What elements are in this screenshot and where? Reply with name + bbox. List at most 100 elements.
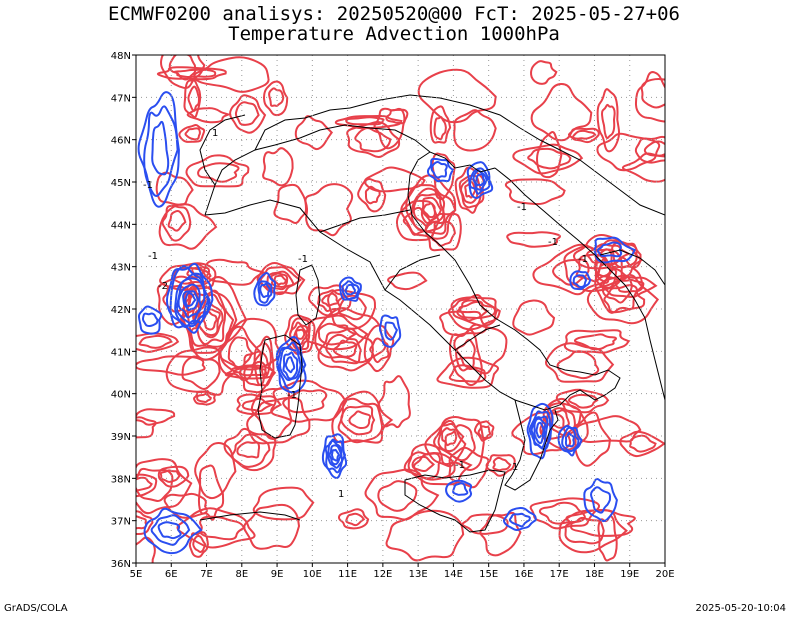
negative-contour (583, 478, 618, 523)
positive-contour (572, 129, 597, 140)
negative-contour (445, 479, 473, 503)
contour-label: -1 (143, 180, 153, 191)
positive-contour (420, 196, 443, 224)
positive-contour (186, 107, 232, 124)
positive-contour (234, 101, 260, 126)
positive-contour (621, 152, 665, 183)
positive-contour (337, 397, 384, 444)
lon-tick-label: 7E (200, 569, 213, 580)
positive-contour (270, 272, 289, 288)
negative-contour (284, 356, 296, 374)
positive-contour (387, 271, 428, 291)
positive-contour (411, 455, 436, 473)
lon-tick-label: 18E (585, 569, 604, 580)
sardinia-coastline (257, 334, 303, 439)
positive-contour (364, 185, 381, 205)
positive-contour (202, 310, 218, 331)
positive-contour (619, 430, 665, 458)
positive-contour (192, 534, 207, 553)
corsica-coastline (295, 264, 321, 326)
positive-contour (282, 389, 328, 414)
negative-contour (338, 276, 362, 302)
positive-contour (424, 419, 467, 468)
positive-contour (136, 355, 206, 376)
footer-timestamp: 2025-05-20-10:04 (695, 603, 786, 614)
positive-contour (262, 147, 294, 187)
positive-contour (243, 503, 301, 550)
lon-tick-label: 6E (165, 569, 178, 580)
negative-contour (184, 292, 197, 308)
positive-contour (317, 327, 374, 372)
positive-contour (447, 294, 501, 331)
negative-contour (328, 444, 343, 466)
lat-tick-label: 42N (111, 305, 131, 316)
positive-contour (545, 342, 615, 383)
negative-contour (330, 448, 341, 462)
positive-contour (597, 515, 618, 562)
positive-contour (308, 284, 352, 317)
lat-tick-label: 46N (111, 136, 131, 147)
negative-contour (593, 236, 636, 264)
positive-contour (334, 114, 403, 130)
lon-tick-label: 10E (303, 569, 322, 580)
lon-tick-label: 14E (444, 569, 463, 580)
positive-contour (268, 87, 285, 107)
positive-contour (236, 393, 283, 416)
lat-tick-label: 44N (111, 220, 131, 231)
positive-contour (161, 204, 192, 242)
positive-contour (504, 178, 566, 206)
lat-tick-label: 40N (111, 390, 131, 401)
positive-contour (167, 210, 187, 232)
negative-contour (137, 305, 163, 335)
negative-contour (324, 438, 347, 474)
negative-contour (143, 507, 203, 555)
positive-contour (433, 115, 447, 141)
positive-contour (527, 147, 572, 170)
negative-contour (169, 265, 211, 329)
positive-contour (184, 127, 201, 141)
positive-contour (250, 387, 293, 440)
contour-label: -1 (578, 254, 588, 265)
positive-contour (640, 78, 665, 109)
positive-contour (354, 127, 392, 153)
contour-label: -2 (158, 281, 168, 292)
positive-contour (158, 203, 218, 250)
positive-contour (477, 425, 492, 440)
lat-tick-label: 43N (111, 263, 131, 274)
lat-tick-label: 37N (111, 517, 131, 528)
positive-contour (236, 441, 261, 459)
positive-contour (377, 480, 418, 512)
lat-tick-label: 45N (111, 178, 131, 189)
positive-contour (321, 292, 339, 307)
advection-contours (136, 55, 665, 563)
positive-contour (165, 346, 237, 396)
positive-contour (178, 124, 206, 143)
positive-contour (563, 245, 623, 293)
positive-contour (385, 509, 465, 562)
lon-tick-label: 12E (373, 569, 392, 580)
map-title-line1: ECMWF0200 analisys: 20250520@00 FcT: 202… (108, 3, 680, 25)
positive-contour (294, 115, 334, 151)
contour-label: 1 (338, 489, 344, 500)
positive-contour (136, 458, 193, 515)
negative-contour (253, 272, 277, 307)
positive-contour (573, 234, 638, 270)
contour-label: -1 (517, 202, 527, 213)
positive-contour (325, 333, 362, 365)
negative-contour (321, 433, 348, 479)
positive-contour (193, 389, 216, 406)
positive-contour (345, 116, 385, 126)
contour-label: -1 (455, 460, 465, 471)
negative-contour (282, 351, 299, 380)
negative-contour (528, 410, 552, 451)
positive-contour (555, 388, 610, 414)
negative-contour (564, 432, 575, 448)
positive-contour (181, 355, 221, 390)
negative-contour (259, 282, 272, 298)
positive-contour (159, 262, 217, 291)
positive-contour (262, 80, 289, 117)
adriatic-inner-border (599, 249, 665, 286)
positive-contour (340, 405, 376, 436)
positive-contour (412, 193, 445, 227)
